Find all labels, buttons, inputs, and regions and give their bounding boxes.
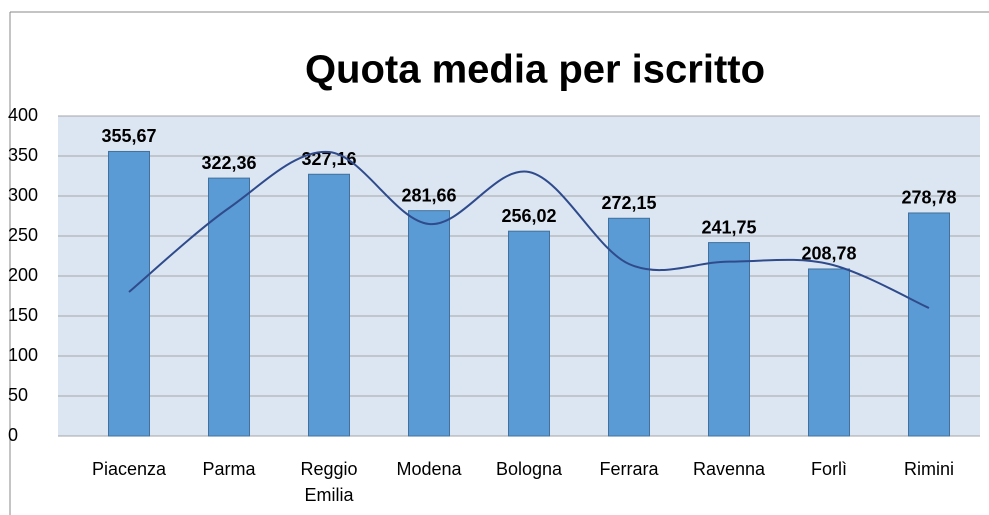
bar — [508, 230, 550, 437]
data-label: 327,16 — [301, 149, 356, 169]
bar — [408, 210, 450, 437]
y-tick-label: 150 — [8, 305, 38, 325]
x-tick-label: Parma — [202, 459, 256, 479]
y-tick-label: 350 — [8, 145, 38, 165]
bar — [908, 212, 950, 437]
x-tick-label: Modena — [396, 459, 462, 479]
data-label: 281,66 — [401, 185, 456, 205]
bar — [708, 242, 750, 437]
data-label: 272,15 — [601, 193, 656, 213]
chart-title: Quota media per iscritto — [305, 48, 765, 92]
x-tick-label: Piacenza — [92, 459, 167, 479]
data-label: 241,75 — [701, 217, 756, 237]
data-label: 355,67 — [101, 126, 156, 146]
y-tick-label: 250 — [8, 225, 38, 245]
data-label: 322,36 — [201, 153, 256, 173]
x-tick-label: Forlì — [811, 459, 847, 479]
y-tick-label: 200 — [8, 265, 38, 285]
x-tick-label: Ravenna — [693, 459, 766, 479]
y-tick-label: 0 — [8, 425, 18, 445]
bar — [108, 150, 150, 437]
data-label: 278,78 — [901, 188, 956, 208]
x-tick-label: Rimini — [904, 459, 954, 479]
y-tick-label: 300 — [8, 185, 38, 205]
data-label: 208,78 — [801, 244, 856, 264]
y-tick-label: 100 — [8, 345, 38, 365]
bar — [208, 177, 250, 437]
bar — [608, 217, 650, 437]
x-tick-label: Ferrara — [599, 459, 659, 479]
y-tick-label: 50 — [8, 385, 28, 405]
bar — [808, 268, 850, 437]
bar — [308, 173, 350, 437]
x-tick-label: Bologna — [496, 459, 563, 479]
data-label: 256,02 — [501, 206, 556, 226]
trend-line — [128, 150, 930, 309]
x-tick-label: Reggio Emilia — [300, 459, 357, 505]
y-tick-label: 400 — [8, 105, 38, 125]
